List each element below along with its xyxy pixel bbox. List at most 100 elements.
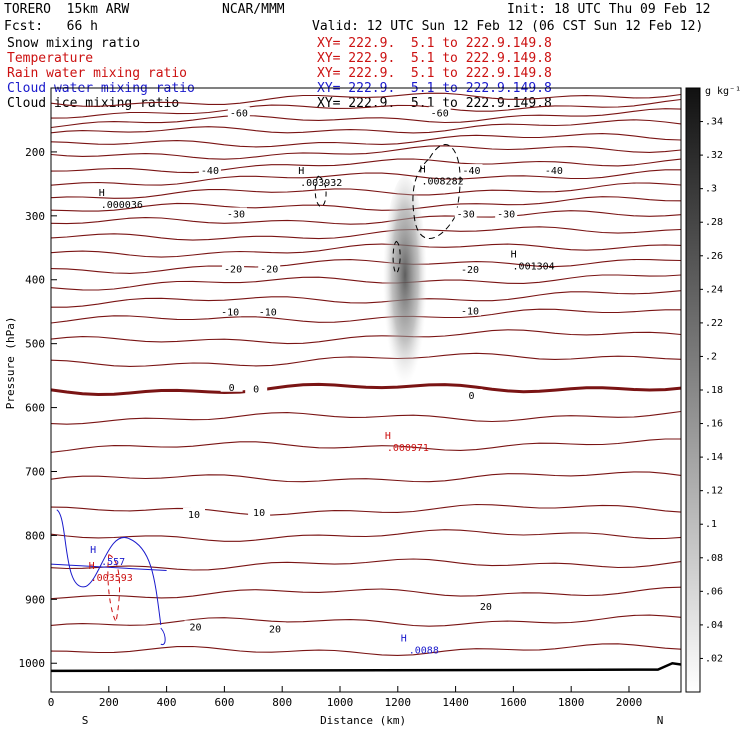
isotherm-label-bg	[460, 389, 483, 401]
colorbar-tick-label: .26	[705, 251, 723, 262]
colorbar-tick-label: .12	[705, 486, 723, 497]
colorbar-tick-label: .2	[705, 351, 717, 362]
isotherm	[51, 308, 681, 324]
isotherm-label: 10	[253, 508, 265, 519]
isotherm	[51, 329, 681, 345]
x-tick-label: 1200	[385, 696, 412, 709]
maximum-value: .003593	[91, 573, 133, 584]
isotherm-label-bg	[258, 262, 281, 274]
isotherm-label: -30	[497, 210, 515, 221]
x-tick-label: 600	[214, 696, 234, 709]
isotherm-label: -10	[259, 307, 277, 318]
isotherm-label: 20	[269, 624, 281, 635]
legend-temperature-xy: XY= 222.9. 5.1 to 222.9.149.8	[317, 51, 552, 66]
x-tick-label: 400	[157, 696, 177, 709]
isotherm	[51, 182, 681, 199]
legend-rain-xy: XY= 222.9. 5.1 to 222.9.149.8	[317, 66, 552, 81]
isotherm	[51, 210, 681, 225]
colorbar-tick-label: .3	[705, 184, 717, 195]
colorbar-tick-label: .16	[705, 419, 723, 430]
maximum-value: .557	[101, 557, 125, 568]
isotherm-label-bg	[222, 262, 245, 274]
axes: 0 200 400 600 800 1000 1200 1400 1600 1800 2000200…	[4, 146, 663, 727]
maximum-value: .008282	[422, 177, 464, 188]
isotherm-label: -10	[221, 307, 239, 318]
maximum-value: .003932	[300, 178, 342, 189]
colorbar-tick-label: .14	[705, 452, 723, 463]
isotherm-label: -30	[457, 210, 475, 221]
x-tick-label: 0	[48, 696, 55, 709]
colorbar-tick-label: .32	[705, 150, 723, 161]
forecast-hour: Fcst: 66 h	[4, 19, 98, 34]
isotherm-label-bg	[459, 304, 482, 316]
maximum-value: .001304	[513, 262, 555, 273]
y-tick-label: 400	[25, 274, 45, 287]
maximum-marker: H	[401, 634, 407, 645]
terrain-surface	[51, 661, 681, 673]
colorbar-tick-label: .08	[705, 553, 723, 564]
isotherm	[51, 92, 681, 107]
x-tick-label: 1800	[558, 696, 585, 709]
x-tick-label: 800	[272, 696, 292, 709]
x-tick-label: 1000	[327, 696, 354, 709]
moisture-features	[51, 144, 681, 673]
isotherm	[51, 471, 681, 483]
isotherm-label: -40	[201, 166, 219, 177]
isotherm	[51, 438, 681, 453]
y-tick-label: 900	[25, 593, 45, 606]
maximum-marker: H	[511, 250, 517, 261]
isotherm-label-bg	[248, 506, 271, 518]
contour-labels: -60 -60 -40 -40 -40 -30 -30 -30 -20 -20 -20 -10 -10 -…	[89, 106, 565, 657]
valid-time: Valid: 12 UTC Sun 12 Feb 12 (06 CST Sun …	[312, 19, 704, 34]
x-axis-title: Distance (km)	[320, 714, 406, 727]
isotherm-label-bg	[219, 305, 242, 317]
maximum-marker: H	[420, 165, 426, 176]
colorbar-tick-label: .18	[705, 385, 723, 396]
isotherm-label-bg	[183, 507, 206, 519]
isotherm	[51, 503, 681, 516]
isotherm	[51, 119, 681, 134]
y-tick-label: 800	[25, 529, 45, 542]
isotherm-label-bg	[227, 106, 250, 118]
y-tick-label: 700	[25, 465, 45, 478]
isotherm-label: 0	[468, 391, 474, 402]
colorbar-tick-label: .34	[705, 117, 723, 128]
colorbar: .02 .04 .06 .08 .1 .12 .14 .16 .18 .2 .22 .24 .26 .28…	[685, 86, 740, 693]
colorbar-unit: g kg⁻¹	[705, 86, 740, 97]
snow-contour	[392, 240, 401, 274]
south-end-label: S	[82, 714, 89, 727]
isotherm	[51, 226, 681, 241]
isotherm-label: 0	[229, 383, 235, 394]
snow-shading	[383, 176, 428, 397]
colorbar-tick-label: .22	[705, 318, 723, 329]
isotherm-label-bg	[220, 380, 243, 392]
colorbar-tick-label: .02	[705, 653, 723, 664]
isotherm-label-bg	[542, 164, 565, 176]
isotherm-label: 20	[480, 602, 492, 613]
center-label: NCAR/MMM	[222, 2, 285, 17]
isotherm-label-bg	[245, 382, 268, 394]
colorbar-tick-label: .1	[705, 519, 717, 530]
maximum-value: .000971	[387, 443, 429, 454]
isotherm	[51, 614, 681, 627]
maximum-marker: H	[90, 545, 96, 556]
maximum-value: .000036	[101, 200, 143, 211]
isotherm-label: -20	[461, 265, 479, 276]
isotherm	[51, 145, 681, 160]
legend-snow-label: Snow mixing ratio	[7, 36, 141, 51]
isotherm-label: -60	[431, 109, 449, 120]
cloud-ice-contour-small	[314, 175, 327, 207]
isotherm	[51, 410, 681, 425]
colorbar-tick-label: .24	[705, 284, 723, 295]
maximum-marker: H	[89, 561, 95, 572]
isotherm	[51, 158, 681, 174]
isotherm-label: 10	[188, 510, 200, 521]
colorbar-tick-label: .28	[705, 217, 723, 228]
isotherm-label-bg	[428, 106, 451, 118]
maximum-marker: H	[99, 188, 105, 199]
isotherm-label-bg	[454, 207, 477, 219]
y-tick-label: 200	[25, 146, 45, 159]
isotherm	[51, 586, 681, 600]
north-end-label: N	[657, 714, 664, 727]
